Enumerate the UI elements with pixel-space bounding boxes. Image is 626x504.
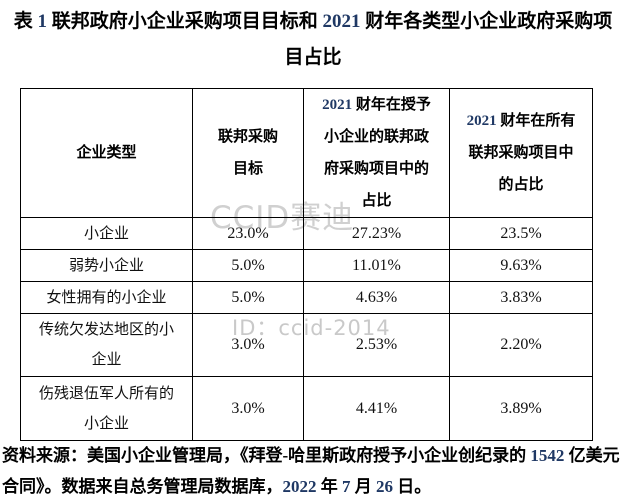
table-row: 女性拥有的小企业 5.0% 4.63% 3.83%	[20, 281, 593, 314]
table-row: 传统欠发达地区的小 企业 3.0% 2.53% 2.20%	[20, 313, 593, 377]
cell-share-all: 3.83%	[449, 281, 593, 314]
cell-federal-goal: 3.0%	[192, 376, 304, 441]
table-row: 伤残退伍军人所有的 小企业 3.0% 4.41% 3.89%	[20, 376, 593, 441]
table-row: 小企业 23.0% 27.23% 23.5%	[20, 217, 593, 250]
cell-enterprise-type: 弱势小企业	[20, 249, 193, 282]
cell-share-all: 9.63%	[449, 249, 593, 282]
source-note: 资料来源：美国小企业管理局，《拜登-哈里斯政府授予小企业创纪录的 1542 亿美…	[2, 446, 620, 496]
table-row: 弱势小企业 5.0% 11.01% 9.63%	[20, 249, 593, 282]
table-title: 表 1 联邦政府小企业采购项目目标和 2021 财年各类型小企业政府采购项 目占…	[13, 11, 613, 68]
cell-share-small: 11.01%	[303, 249, 450, 282]
cell-share-small: 4.41%	[303, 376, 450, 441]
cell-share-all: 2.20%	[449, 313, 593, 377]
cell-share-all: 23.5%	[449, 217, 593, 250]
cell-share-small: 4.63%	[303, 281, 450, 314]
cell-enterprise-type: 传统欠发达地区的小 企业	[20, 313, 193, 377]
header-enterprise-type: 企业类型	[20, 88, 193, 218]
cell-enterprise-type: 女性拥有的小企业	[20, 281, 193, 314]
cell-share-all: 3.89%	[449, 376, 593, 441]
table-header-row: 企业类型 联邦采购 目标 2021 财年在授予 小企业的联邦政 府采购项目中的 …	[20, 88, 593, 218]
cell-enterprise-type: 伤残退伍军人所有的 小企业	[20, 376, 193, 441]
cell-share-small: 2.53%	[303, 313, 450, 377]
cell-share-small: 27.23%	[303, 217, 450, 250]
header-share-of-small-biz-awards: 2021 财年在授予 小企业的联邦政 府采购项目中的 占比	[303, 88, 450, 218]
cell-enterprise-type: 小企业	[20, 217, 193, 250]
cell-federal-goal: 5.0%	[192, 249, 304, 282]
cell-federal-goal: 23.0%	[192, 217, 304, 250]
header-federal-goal: 联邦采购 目标	[192, 88, 304, 218]
cell-federal-goal: 3.0%	[192, 313, 304, 377]
header-share-of-all-awards: 2021 财年在所有 联邦采购项目中 的占比	[449, 88, 593, 218]
procurement-table: 企业类型 联邦采购 目标 2021 财年在授予 小企业的联邦政 府采购项目中的 …	[20, 88, 593, 441]
cell-federal-goal: 5.0%	[192, 281, 304, 314]
